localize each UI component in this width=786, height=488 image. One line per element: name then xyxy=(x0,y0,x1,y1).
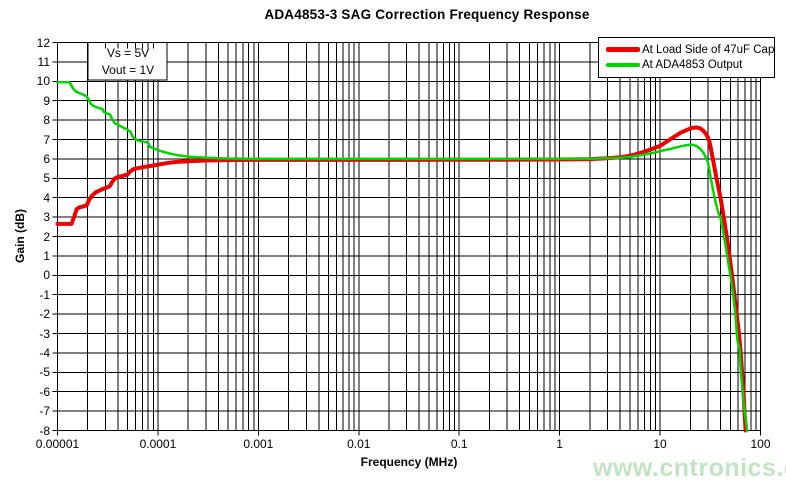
legend-swatch-green-line xyxy=(606,63,640,68)
legend-swatch-red-line xyxy=(606,46,640,53)
y-tick-label: -2 xyxy=(39,307,50,322)
x-tick-label: 100 xyxy=(750,437,771,451)
y-tick-label: 3 xyxy=(43,210,50,225)
y-tick-label: 11 xyxy=(37,54,50,69)
y-tick-label: 4 xyxy=(43,190,50,205)
y-tick-label: 6 xyxy=(43,151,50,166)
x-tick-label: 0.1 xyxy=(450,437,468,451)
y-tick-label: 0 xyxy=(43,268,50,283)
legend-label: At Load Side of 47uF Cap xyxy=(642,43,775,56)
annotation-line-1: Vs = 5V xyxy=(106,45,150,60)
y-tick-label: -7 xyxy=(39,404,50,419)
x-tick-label: 10 xyxy=(653,437,667,451)
y-tick-label: 12 xyxy=(36,35,50,50)
chart-title: ADA4853-3 SAG Correction Frequency Respo… xyxy=(264,7,590,22)
y-axis-label: Gain (dB) xyxy=(13,209,27,263)
y-tick-label: 10 xyxy=(36,74,50,89)
y-tick-label: 1 xyxy=(43,248,50,263)
x-tick-label: 0.001 xyxy=(243,437,274,451)
x-tick-label: 0.01 xyxy=(347,437,371,451)
watermark: www.cntronics.com xyxy=(593,454,786,482)
x-tick-label: 0.00001 xyxy=(35,437,80,451)
y-tick-label: 8 xyxy=(43,113,50,128)
x-tick-label: 1 xyxy=(556,437,563,451)
annotation-line-2: Vout = 1V xyxy=(101,62,155,77)
y-tick-label: 7 xyxy=(43,132,50,147)
legend-item-ada4853-output: At ADA4853 Output xyxy=(606,59,774,71)
y-tick-label: 9 xyxy=(43,93,50,108)
y-tick-label: -3 xyxy=(39,326,50,341)
y-tick-label: 5 xyxy=(43,171,50,186)
y-tick-label: 2 xyxy=(43,229,50,244)
y-tick-label: -6 xyxy=(39,384,50,399)
y-tick-label: -1 xyxy=(39,287,50,302)
x-tick-label: 0.0001 xyxy=(139,437,177,451)
legend-item-load-side: At Load Side of 47uF Cap xyxy=(606,44,774,56)
y-tick-label: -5 xyxy=(39,365,50,380)
y-tick-label: -8 xyxy=(39,423,50,438)
legend-label: At ADA4853 Output xyxy=(642,59,743,72)
y-tick-label: -4 xyxy=(39,345,50,360)
legend: At Load Side of 47uF Cap At ADA4853 Outp… xyxy=(598,37,775,78)
annotation-box: Vs = 5V Vout = 1V xyxy=(88,43,168,80)
x-axis-label: Frequency (MHz) xyxy=(360,455,458,469)
